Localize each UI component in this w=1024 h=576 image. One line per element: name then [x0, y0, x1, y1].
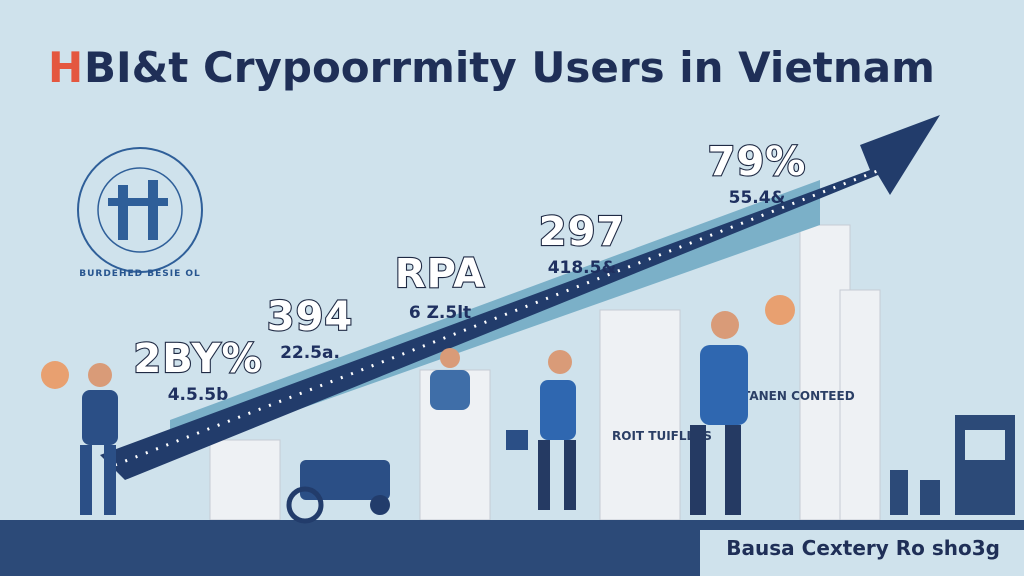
- milestones: 2BY% 4.5.5b 394 22.5a. RPA 6 Z.5lt 297 418.5&79…: [132, 138, 807, 405]
- badge: BURDEHED BESIE OL: [77, 147, 203, 279]
- milestone-value: RPA: [395, 251, 485, 297]
- badge-text: BURDEHED BESIE OL: [79, 269, 201, 279]
- milestone-value: 394: [267, 294, 354, 340]
- milestone-sublabel: 6 Z.5lt: [409, 303, 471, 323]
- title: BI&t Crypoorrmity Users in Vietnam: [84, 43, 935, 92]
- milestone-sublabel: 4.5.5b: [168, 385, 229, 405]
- sign: ROIT TUIFLLBS: [612, 429, 712, 443]
- milestone-sublabel: 418.5&: [548, 258, 617, 278]
- milestone-sublabel: 22.5a.: [280, 343, 340, 363]
- milestone-value: 2BY%: [133, 336, 262, 382]
- milestone-value: 79%: [708, 139, 807, 185]
- milestone-value: 297: [539, 209, 626, 255]
- arrow-dots: [114, 168, 881, 467]
- logo: H: [48, 43, 83, 92]
- footer: Bausa Cextery Ro sho3g: [726, 536, 1000, 560]
- milestone-sublabel: 55.4&: [729, 188, 786, 208]
- people: [41, 295, 1015, 524]
- footer-panel: [700, 530, 1024, 576]
